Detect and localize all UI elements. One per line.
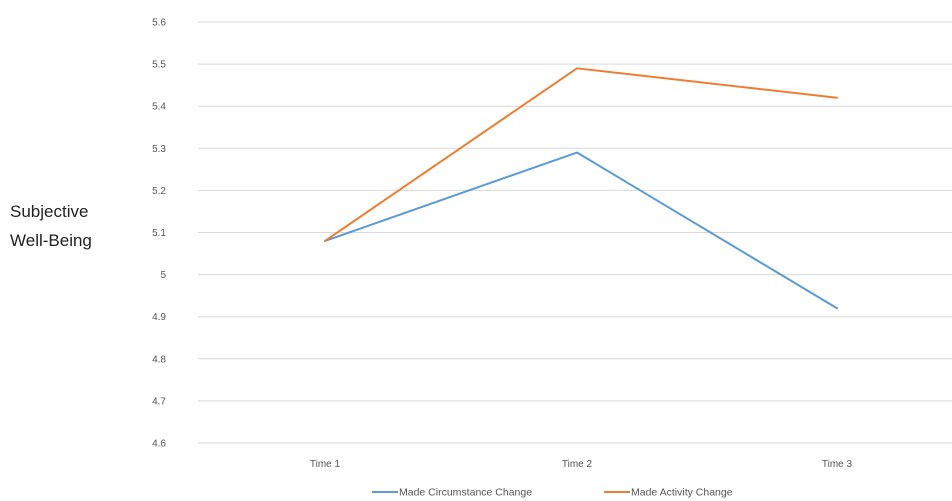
y-tick-label: 4.9: [152, 312, 166, 323]
x-tick-label: Time 3: [822, 459, 853, 470]
y-axis-label-line-1: Subjective: [10, 202, 88, 221]
legend-label: Made Activity Change: [631, 487, 733, 499]
y-tick-label: 5: [160, 270, 166, 281]
x-tick-label: Time 2: [562, 459, 593, 470]
x-tick-label: Time 1: [310, 459, 341, 470]
y-tick-label: 4.6: [152, 439, 166, 450]
y-tick-label: 4.8: [152, 354, 166, 365]
legend-item: Made Activity Change: [604, 487, 733, 499]
y-tick-label: 5.6: [152, 18, 166, 29]
y-axis-label: Subjective Well-Being: [10, 202, 92, 250]
y-tick-label: 5.2: [152, 186, 166, 197]
series-layer: [324, 67, 838, 310]
y-tick-label: 5.5: [152, 60, 166, 71]
y-tick-labels: 4.6 4.7 4.8 4.9 5 5.1 5.2 5.3 5.4 5.5 5.6: [152, 18, 166, 450]
legend-label: Made Circumstance Change: [399, 487, 532, 499]
y-tick-label: 4.7: [152, 396, 166, 407]
y-tick-label: 5.4: [152, 102, 166, 113]
grid-layer: [198, 21, 952, 444]
y-tick-label: 5.1: [152, 228, 166, 239]
series-line-activity-change: [324, 67, 838, 242]
legend-item: Made Circumstance Change: [372, 487, 532, 499]
y-axis-label-line-2: Well-Being: [10, 231, 92, 250]
y-tick-label: 5.3: [152, 144, 166, 155]
x-tick-labels: Time 1 Time 2 Time 3: [310, 459, 853, 470]
series-line-circumstance-change: [324, 151, 838, 310]
legend: Made Circumstance Change Made Activity Ch…: [372, 487, 733, 499]
